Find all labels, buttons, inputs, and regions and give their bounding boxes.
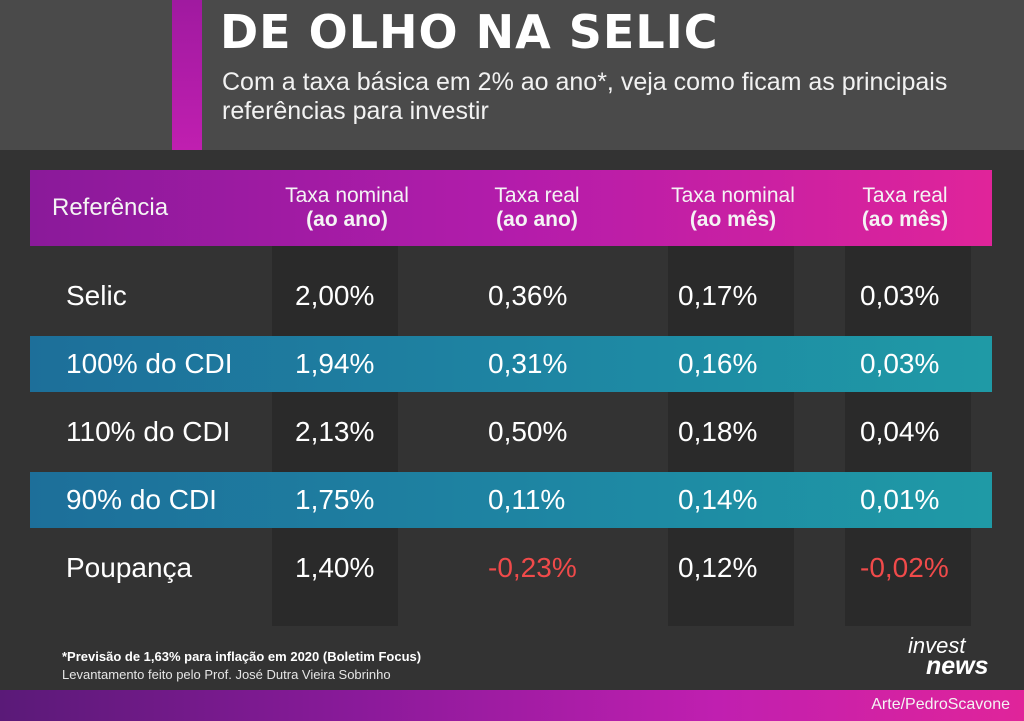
column-header-referencia: Referência [52,170,262,246]
page-title: DE OLHO NA SELIC [220,5,719,59]
column-shade [845,246,971,626]
real-mes-cell-negative: -0,02% [860,552,949,583]
real-mes-cell: 0,03% [860,348,940,379]
nominal-ano-cell: 1,94% [295,348,375,379]
real-mes-cell: 0,01% [860,484,940,515]
column-header-sublabel: (ao ano) [496,208,578,231]
table-header: Referência Taxa nominal (ao ano) Taxa re… [30,170,992,246]
logo-line-news: news [926,652,989,680]
ref-cell: 110% do CDI [66,416,231,447]
real-ano-cell: 0,11% [488,484,566,515]
column-header-sublabel: (ao mês) [689,208,777,231]
column-header-label: Taxa real [494,184,580,207]
column-header-real-ano: Taxa real (ao ano) [462,170,612,246]
nominal-mes-cell: 0,14% [678,484,758,515]
column-header-label: Referência [52,194,169,221]
ref-cell: 100% do CDI [66,348,233,379]
nominal-mes-cell: 0,12% [678,552,758,583]
table-row: Poupança 1,40% -0,23% 0,12% -0,02% [30,540,992,596]
column-header-label: Taxa nominal [671,184,795,207]
table-row: 110% do CDI 2,13% 0,50% 0,18% 0,04% [30,404,992,460]
ref-cell: Poupança [66,552,193,583]
column-header-label: Taxa nominal [285,184,409,207]
table-row: 90% do CDI 1,75% 0,11% 0,14% 0,01% [30,472,992,528]
table-row: Selic 2,00% 0,36% 0,17% 0,03% [30,268,992,324]
nominal-ano-cell: 2,00% [295,280,375,311]
nominal-mes-cell: 0,18% [678,416,758,447]
rates-table: Referência Taxa nominal (ao ano) Taxa re… [0,150,1024,690]
table-row: 100% do CDI 1,94% 0,31% 0,16% 0,03% [30,336,992,392]
nominal-ano-cell: 1,40% [295,552,375,583]
logo-line-invest: invest [908,633,966,658]
real-mes-cell: 0,03% [860,280,940,311]
nominal-mes-cell: 0,16% [678,348,758,379]
ref-cell: 90% do CDI [66,484,217,515]
accent-bar [172,0,202,150]
nominal-ano-cell: 1,75% [295,484,375,515]
bottom-bar: Arte/PedroScavone [0,690,1024,721]
real-ano-cell: 0,31% [488,348,568,379]
column-header-nominal-mes: Taxa nominal (ao mês) [648,170,818,246]
real-ano-cell: 0,36% [488,280,568,311]
investnews-logo: invest news [908,633,1004,681]
ref-cell: Selic [66,280,127,311]
column-shade [668,246,794,626]
column-header-sublabel: (ao mês) [861,208,949,231]
header: DE OLHO NA SELIC Com a taxa básica em 2%… [0,0,1024,150]
inflation-footnote: *Previsão de 1,63% para inflação em 2020… [62,649,422,664]
art-credit: Arte/PedroScavone [871,696,1010,713]
column-header-nominal-ano: Taxa nominal (ao ano) [262,170,432,246]
column-shade [272,246,398,626]
real-ano-cell-negative: -0,23% [488,552,577,583]
source-note: Levantamento feito pelo Prof. José Dutra… [62,667,391,682]
nominal-ano-cell: 2,13% [295,416,375,447]
real-mes-cell: 0,04% [860,416,940,447]
page-subtitle: Com a taxa básica em 2% ao ano*, veja co… [222,68,948,125]
column-header-real-mes: Taxa real (ao mês) [830,170,980,246]
column-header-label: Taxa real [862,184,948,207]
column-header-sublabel: (ao ano) [306,208,388,231]
nominal-mes-cell: 0,17% [678,280,758,311]
real-ano-cell: 0,50% [488,416,568,447]
